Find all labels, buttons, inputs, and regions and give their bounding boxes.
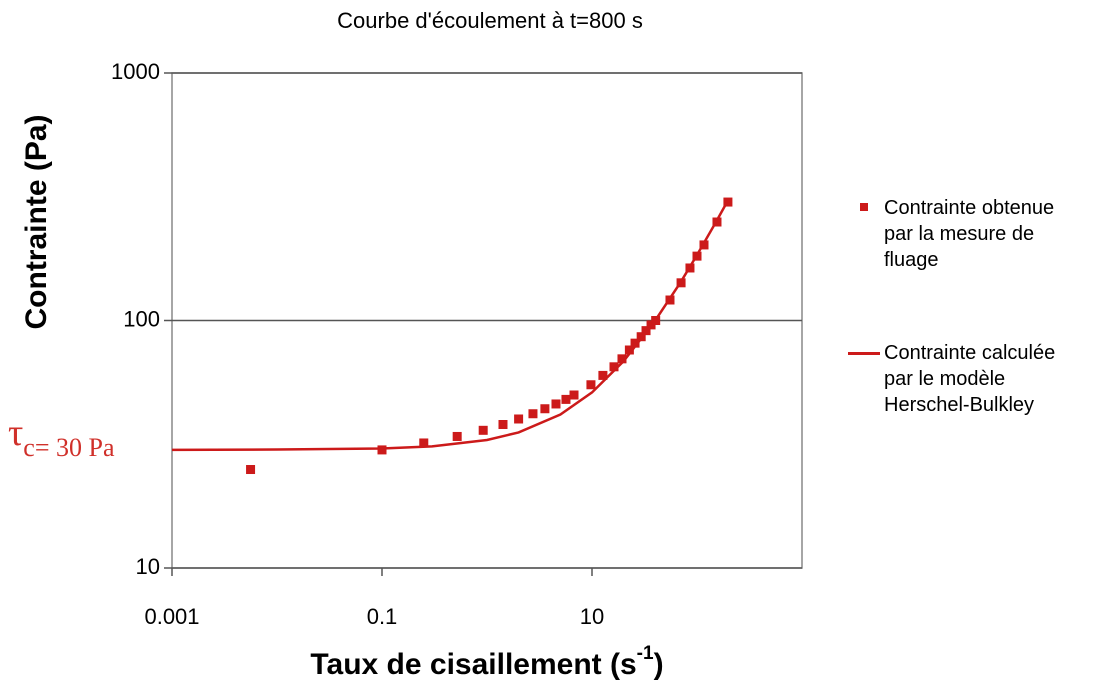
x-tick-label: 0.001 [144, 604, 199, 629]
data-point [624, 345, 634, 355]
data-point [478, 425, 488, 435]
y-tick-label: 100 [123, 306, 160, 331]
data-point [630, 338, 640, 348]
data-point [569, 390, 579, 400]
data-point [498, 420, 508, 430]
data-point [586, 380, 596, 390]
annotation-tau: τ [8, 412, 23, 454]
data-point [452, 431, 462, 441]
annotation: τc= 30 Pa [8, 412, 115, 462]
data-point [617, 354, 627, 364]
data-point [419, 438, 429, 448]
data-point [551, 399, 561, 409]
fit-line [171, 198, 730, 452]
x-axis-label: Taux de cisaillement (s-1) [310, 643, 663, 681]
data-point [377, 445, 387, 455]
data-point [246, 465, 256, 475]
x-axis-label-part: Taux de cisaillement (s [310, 648, 636, 681]
chart-title: Courbe d'écoulement à t=800 s [337, 8, 643, 33]
legend-symbol [860, 203, 868, 211]
data-point [561, 394, 571, 404]
x-axis-label-sup: -1 [637, 643, 654, 664]
legend-symbol [848, 352, 880, 355]
legend-item: Contrainte obtenue par la mesure de flua… [848, 195, 1088, 273]
x-axis-label-part: ) [654, 648, 664, 681]
x-tick-label: 0.1 [367, 604, 398, 629]
x-tick-label: 10 [580, 604, 604, 629]
data-point [528, 409, 538, 419]
data-point [598, 370, 608, 380]
y-tick-label: 1000 [111, 59, 160, 84]
legend-item: Contrainte calculée par le modèle Hersch… [848, 340, 1088, 418]
legend-label: Contrainte calculée par le modèle Hersch… [884, 342, 1056, 416]
data-point [540, 404, 550, 414]
annotation-text: c= 30 Pa [23, 433, 115, 462]
y-tick-label: 10 [136, 554, 160, 579]
data-point [514, 414, 524, 424]
legend-label: Contrainte obtenue par la mesure de flua… [884, 197, 1055, 271]
data-point [609, 362, 619, 372]
y-axis-label: Contrainte (Pa) [20, 114, 53, 329]
